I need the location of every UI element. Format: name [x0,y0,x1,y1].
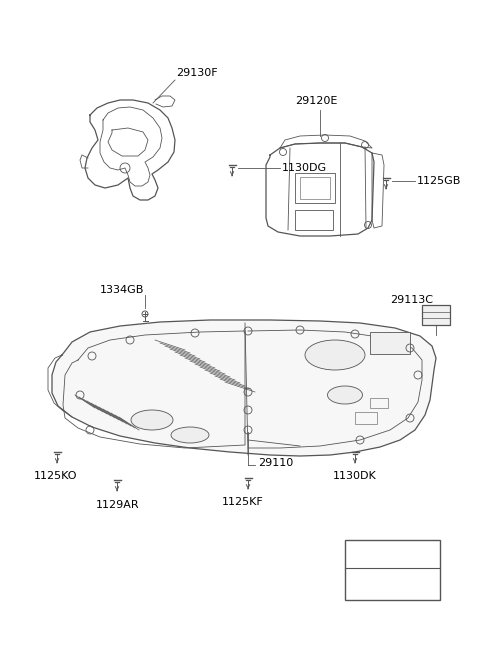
Bar [370,398,388,408]
Bar [355,412,377,424]
Ellipse shape [171,427,209,443]
Text: 29130F: 29130F [176,68,217,78]
Text: 1130DG: 1130DG [282,163,327,173]
Bar [295,173,335,203]
Text: 1125KO: 1125KO [34,471,77,481]
Text: 29113C: 29113C [390,295,433,305]
Bar [300,177,330,199]
Text: 29120E: 29120E [295,96,337,106]
Text: 29110: 29110 [258,458,293,468]
Bar [345,540,440,600]
Text: 1125GB: 1125GB [417,176,461,186]
Text: 1334GB: 1334GB [100,285,144,295]
Ellipse shape [327,386,362,404]
Ellipse shape [131,410,173,430]
Polygon shape [52,320,436,456]
Text: 1130DK: 1130DK [333,471,377,481]
Ellipse shape [305,340,365,370]
Text: 1129AR: 1129AR [96,500,140,510]
Bar [295,210,333,230]
Text: 1130AD: 1130AD [370,549,414,559]
Bar [422,305,450,325]
Text: 1125KF: 1125KF [222,497,264,507]
Bar [370,332,410,354]
